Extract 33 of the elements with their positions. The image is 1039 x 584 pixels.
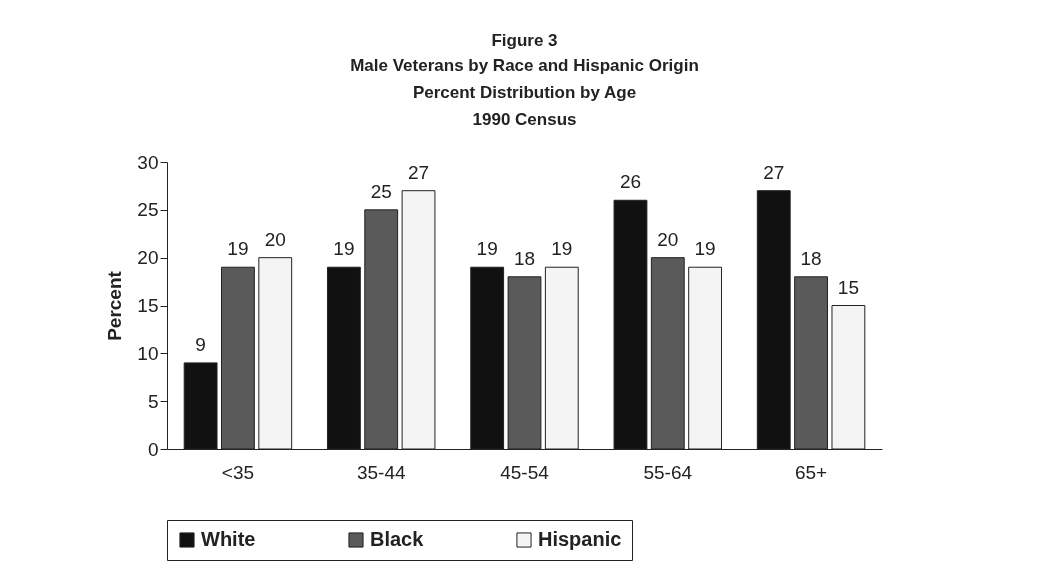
y-tick-label: 20 (137, 247, 159, 269)
data-label: 19 (551, 238, 573, 260)
data-label: 20 (657, 228, 679, 250)
data-label: 20 (264, 228, 286, 250)
data-label: 9 (195, 333, 206, 355)
x-tick-label: 45-54 (500, 461, 550, 483)
x-tick-label: <35 (221, 461, 255, 483)
data-label: 19 (227, 238, 249, 260)
y-tick-label: 10 (137, 342, 159, 364)
data-label: 19 (333, 238, 355, 260)
data-label: 15 (837, 276, 859, 298)
data-label: 27 (407, 161, 430, 183)
y-tick-label: 30 (137, 151, 159, 173)
y-tick-label: 5 (147, 390, 159, 412)
data-label: 26 (619, 171, 642, 193)
x-tick-label: 35-44 (356, 461, 406, 483)
y-axis-title: Percent (104, 270, 126, 341)
data-label: 18 (800, 247, 822, 269)
x-tick-label: 65+ (794, 461, 828, 483)
x-tick-label: 55-64 (643, 461, 693, 483)
legend-label: Hispanic (538, 528, 622, 550)
chart-title: Figure 3 (491, 31, 558, 50)
chart-subtitle: Male Veterans by Race and Hispanic Origin Percent Distribution by Age 1990 Census (350, 56, 699, 129)
data-label: 19 (694, 238, 716, 260)
data-label: 25 (370, 180, 392, 202)
data-label: 19 (476, 238, 498, 260)
y-tick-label: 25 (137, 199, 159, 221)
y-tick-label: 0 (147, 438, 159, 460)
data-label: 27 (763, 161, 785, 183)
legend-label: White (201, 528, 256, 550)
legend-label: Black (370, 528, 425, 550)
y-tick-label: 15 (137, 295, 159, 316)
data-label: 18 (513, 247, 536, 269)
